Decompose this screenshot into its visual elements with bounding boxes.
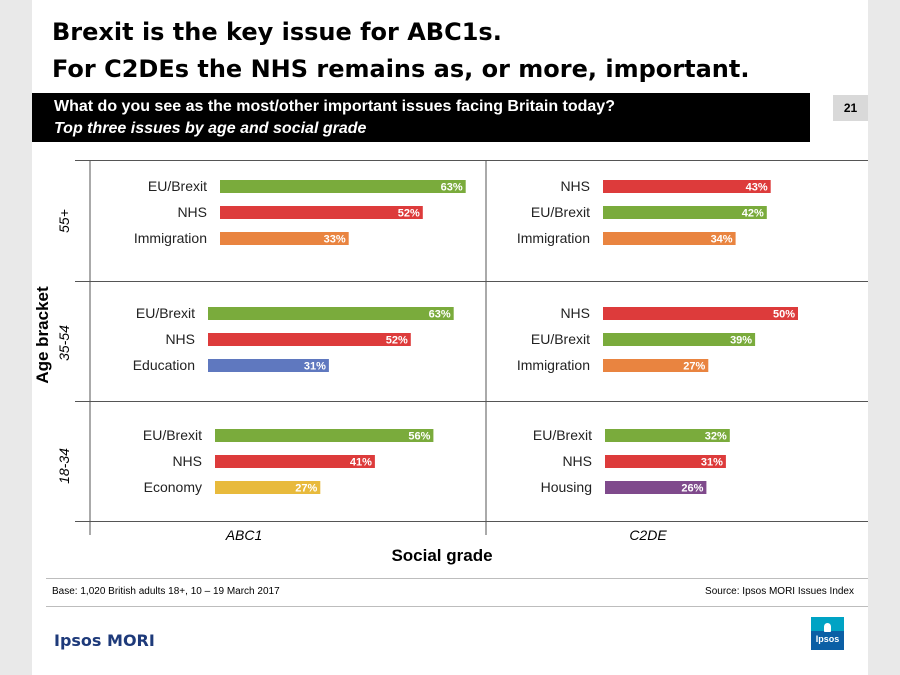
category-label: NHS: [560, 178, 590, 194]
bar: [603, 180, 771, 193]
brand-wordmark: Ipsos MORI: [54, 631, 155, 650]
logo-text: Ipsos: [815, 634, 840, 644]
panel-55+-ABC1: EU/Brexit 63% NHS 52% Immigration 33%: [134, 178, 466, 246]
value-label: 63%: [429, 309, 451, 321]
category-label: Immigration: [517, 357, 590, 373]
title-line-2: For C2DEs the NHS remains as, or more, i…: [52, 55, 750, 83]
category-label: EU/Brexit: [143, 427, 202, 443]
category-label: Immigration: [517, 230, 590, 246]
bar: [603, 232, 736, 245]
category-label: EU/Brexit: [136, 305, 195, 321]
bar: [605, 481, 707, 494]
source-note: Source: Ipsos MORI Issues Index: [705, 586, 854, 597]
bar: [208, 307, 454, 320]
category-label: NHS: [562, 453, 592, 469]
value-label: 42%: [742, 208, 764, 220]
value-label: 41%: [350, 457, 372, 469]
bar: [603, 307, 798, 320]
title-line-1: Brexit is the key issue for ABC1s.: [52, 18, 502, 46]
bar: [605, 429, 730, 442]
category-label: Education: [133, 357, 195, 373]
y-axis-title: Age bracket: [33, 286, 52, 384]
value-label: 52%: [398, 208, 420, 220]
category-label: NHS: [165, 331, 195, 347]
category-label: EU/Brexit: [533, 427, 592, 443]
chart-grid: EU/Brexit 63% NHS 52% Immigration 33% NHS 43% EU…: [75, 160, 868, 535]
category-label: EU/Brexit: [531, 331, 590, 347]
bar: [603, 206, 767, 219]
bar: [220, 232, 349, 245]
bar: [220, 206, 423, 219]
panel-55+-C2DE: NHS 43% EU/Brexit 42% Immigration 34%: [517, 178, 771, 246]
logo-mark-icon: [824, 623, 831, 632]
subquestion-text: Top three issues by age and social grade: [54, 120, 367, 137]
row-label-18-34: 18-34: [56, 448, 72, 484]
bar: [605, 455, 726, 468]
category-label: Housing: [541, 479, 592, 495]
panel-18-34-ABC1: EU/Brexit 56% NHS 41% Economy 27%: [143, 427, 434, 495]
column-label-c2de: C2DE: [629, 527, 667, 543]
bar: [208, 359, 329, 372]
category-label: Economy: [144, 479, 202, 495]
panel-35-54-ABC1: EU/Brexit 63% NHS 52% Education 31%: [133, 305, 454, 373]
row-label-55plus: 55+: [56, 209, 72, 233]
value-label: 56%: [408, 431, 430, 443]
bar: [215, 429, 434, 442]
question-banner: What do you see as the most/other import…: [32, 93, 810, 142]
footer-divider: [46, 578, 868, 579]
footer-divider: [46, 606, 868, 607]
category-label: NHS: [177, 204, 207, 220]
question-text: What do you see as the most/other import…: [54, 98, 615, 115]
x-axis-title: Social grade: [391, 546, 493, 565]
column-label-abc1: ABC1: [225, 527, 263, 543]
slide: Brexit is the key issue for ABC1s. For C…: [32, 0, 868, 675]
row-label-35-54: 35-54: [56, 325, 72, 361]
value-label: 27%: [295, 483, 317, 495]
category-label: Immigration: [134, 230, 207, 246]
bar: [215, 455, 375, 468]
panel-18-34-C2DE: EU/Brexit 32% NHS 31% Housing 26%: [533, 427, 730, 495]
category-label: NHS: [560, 305, 590, 321]
value-label: 32%: [705, 431, 727, 443]
value-label: 63%: [441, 182, 463, 194]
value-label: 34%: [711, 234, 733, 246]
page-number: 21: [833, 95, 868, 121]
bar: [215, 481, 321, 494]
value-label: 43%: [746, 182, 768, 194]
value-label: 27%: [683, 361, 705, 373]
value-label: 26%: [681, 483, 703, 495]
bar: [220, 180, 466, 193]
bar: [208, 333, 411, 346]
value-label: 31%: [701, 457, 723, 469]
bar: [603, 359, 709, 372]
category-label: NHS: [172, 453, 202, 469]
ipsos-logo: Ipsos: [811, 617, 844, 650]
base-note: Base: 1,020 British adults 18+, 10 – 19 …: [52, 586, 280, 597]
bar: [603, 333, 756, 346]
category-label: EU/Brexit: [531, 204, 590, 220]
panel-35-54-C2DE: NHS 50% EU/Brexit 39% Immigration 27%: [517, 305, 798, 373]
category-label: EU/Brexit: [148, 178, 207, 194]
value-label: 33%: [324, 234, 346, 246]
value-label: 39%: [730, 335, 752, 347]
value-label: 31%: [304, 361, 326, 373]
value-label: 52%: [386, 335, 408, 347]
value-label: 50%: [773, 309, 795, 321]
